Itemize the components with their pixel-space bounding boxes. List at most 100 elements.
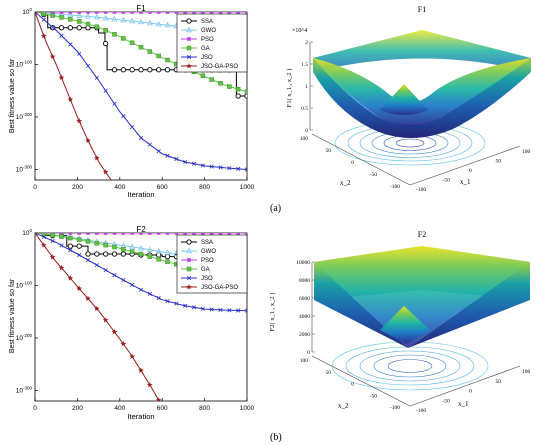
marker-jso-ga-pso xyxy=(67,96,74,102)
marker-ga xyxy=(59,15,64,20)
marker-pso xyxy=(174,233,179,235)
x-axis-label-f2: Iteration xyxy=(127,412,154,421)
marker-ga xyxy=(156,53,161,59)
marker-jso xyxy=(147,291,152,296)
legend-label: JSO xyxy=(201,276,213,282)
marker-pso xyxy=(68,12,73,14)
marker-ga xyxy=(68,17,73,22)
marker-ssa xyxy=(120,67,126,73)
legend-label: JSO-GA-PSO xyxy=(201,64,238,70)
marker-jso-ga-pso xyxy=(76,117,83,124)
x1-tick-label: 0 xyxy=(469,389,472,395)
marker-ga xyxy=(147,49,153,54)
y-tick-label: 10-100 xyxy=(16,60,33,69)
marker-jso xyxy=(186,275,192,281)
marker-ssa xyxy=(164,67,171,73)
marker-ga xyxy=(112,244,117,250)
marker-jso-ga-pso xyxy=(76,285,83,291)
marker-jso xyxy=(156,149,161,154)
convergence-chart-f1: F1 Best fitness value so far Iteration 0… xyxy=(9,4,255,199)
x1-tick-label: -100 xyxy=(416,408,426,414)
marker-ga xyxy=(76,19,82,24)
marker-pso xyxy=(130,12,134,14)
marker-jso xyxy=(156,295,161,301)
z-tick-label: 0 xyxy=(307,350,310,356)
marker-gwo xyxy=(155,247,162,254)
marker-gwo xyxy=(164,21,171,28)
z-tick-label: 0.5 xyxy=(301,106,308,112)
legend-f2: SSA GWO PSO GA JSO JSO-GA-PSO xyxy=(176,234,248,294)
marker-pso xyxy=(68,233,73,235)
marker-gwo xyxy=(85,13,91,19)
marker-gwo xyxy=(76,12,83,19)
marker-jso-ga-pso xyxy=(49,53,56,60)
x1-tick-label: -100 xyxy=(416,187,426,193)
marker-pso xyxy=(165,233,170,235)
marker-jso xyxy=(103,88,108,93)
legend-label: GWO xyxy=(201,28,216,34)
x-tick-label: 600 xyxy=(157,405,168,412)
marker-jso-ga-pso xyxy=(186,63,192,69)
marker-jso xyxy=(218,165,223,170)
series-jso-ga-pso xyxy=(35,233,162,401)
marker-pso xyxy=(209,12,214,14)
x1-tick-label: 100 xyxy=(522,149,531,155)
z-axis-label-f2: F2( x_1 , x_2 ) xyxy=(269,293,276,332)
x-axis-label-f1: Iteration xyxy=(127,190,154,199)
series-jso xyxy=(35,233,247,313)
marker-jso xyxy=(218,307,223,312)
marker-gwo xyxy=(146,246,153,252)
marker-pso xyxy=(218,12,223,14)
marker-ssa xyxy=(186,18,192,24)
y-tick-label: 10-200 xyxy=(16,112,33,121)
z-tick-label: 1.5 xyxy=(301,62,308,68)
base-ticks-f2: 100 50 0 -50 -100 -100 -50 0 50 100 xyxy=(300,358,531,414)
x-tick-label: 200 xyxy=(72,184,83,191)
z-tick-label: 8000 xyxy=(299,278,310,284)
marker-jso xyxy=(165,153,170,158)
marker-pso xyxy=(245,12,247,14)
marker-pso xyxy=(50,12,55,14)
x2-tick-label: -50 xyxy=(370,172,378,178)
legend-label: JSO-GA-PSO xyxy=(201,285,238,291)
marker-jso-ga-pso xyxy=(40,242,47,248)
x1-axis-line-f1 xyxy=(409,145,521,186)
marker-pso xyxy=(174,12,179,14)
marker-jso xyxy=(236,308,241,313)
marker-ga xyxy=(147,254,153,259)
marker-jso-ga-pso xyxy=(129,353,136,359)
marker-ga xyxy=(85,239,91,244)
marker-gwo xyxy=(129,243,136,250)
marker-gwo xyxy=(111,15,118,22)
marker-ga xyxy=(186,266,192,272)
legend-label: GWO xyxy=(201,249,216,255)
marker-ga xyxy=(103,242,108,248)
z-tick-label: 0 xyxy=(305,128,308,134)
x2-axis-line-f2 xyxy=(311,355,411,407)
x2-label-f2: x_2 xyxy=(338,402,349,410)
marker-jso xyxy=(183,159,188,165)
legend-box xyxy=(176,13,248,73)
marker-ssa xyxy=(186,239,192,245)
x-tick-label: 1000 xyxy=(240,184,255,191)
marker-pso xyxy=(201,12,205,14)
surface-peak-f2 xyxy=(380,306,430,344)
x2-tick-label: 50 xyxy=(326,148,332,154)
marker-jso-ga-pso xyxy=(35,12,37,15)
marker-jso-ga-pso xyxy=(93,305,100,312)
marker-jso xyxy=(244,167,247,172)
marker-ssa xyxy=(138,67,144,73)
marker-ga xyxy=(94,240,100,246)
marker-jso xyxy=(68,42,73,47)
marker-ssa xyxy=(156,252,162,258)
x-tick-label: 0 xyxy=(33,405,37,412)
marker-ga xyxy=(103,28,108,33)
marker-pso xyxy=(245,233,247,235)
marker-jso-ga-pso xyxy=(85,295,91,302)
marker-jso-ga-pso xyxy=(49,254,56,260)
marker-gwo xyxy=(164,249,171,255)
marker-ssa xyxy=(85,251,91,257)
legend-label: GA xyxy=(201,46,210,52)
x1-tick-label: 0 xyxy=(469,168,472,174)
